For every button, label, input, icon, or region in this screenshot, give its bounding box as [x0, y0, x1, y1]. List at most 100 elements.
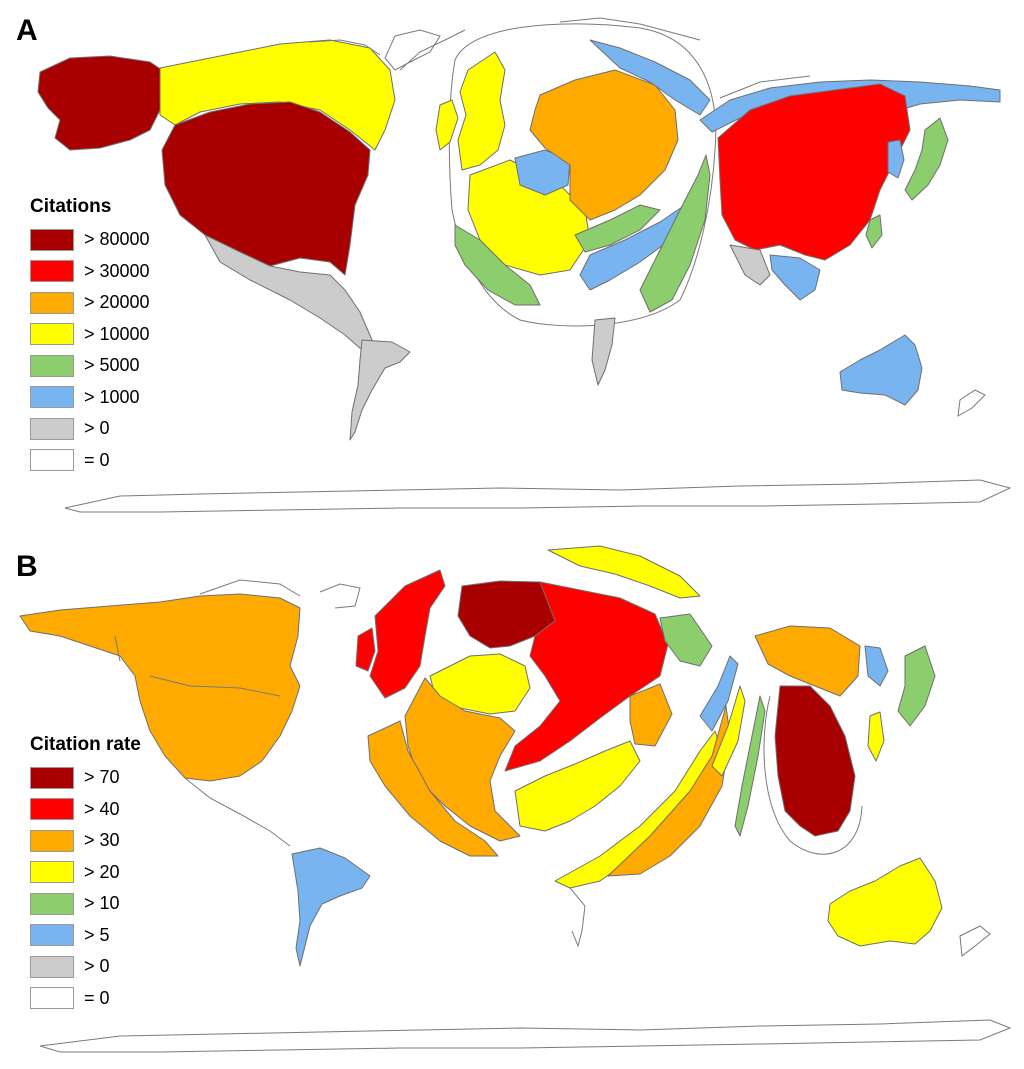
region-ireland: [355, 627, 376, 672]
legend-swatch: [30, 449, 74, 472]
legend-item: > 30: [30, 825, 141, 857]
region-europe-outline: [448, 23, 717, 327]
region-mexico: [204, 234, 373, 351]
region-usa: [161, 101, 371, 276]
region-taiwan: [867, 711, 885, 762]
legend-label: > 70: [84, 767, 120, 788]
legend-swatch: [30, 829, 74, 852]
region-korea: [897, 645, 936, 727]
region-austria: [629, 683, 673, 747]
legend-item: > 0: [30, 951, 141, 983]
region-switzerland-italy: [514, 740, 641, 832]
legend-swatch: [30, 798, 74, 821]
legend-citation-rate: Citation rate > 70 > 40 > 30 > 20 > 10 >…: [30, 734, 141, 1014]
legend-item: > 1000: [30, 382, 150, 414]
legend-item: = 0: [30, 445, 150, 477]
region-us-canada-border: [114, 635, 281, 697]
region-central-america: [184, 777, 291, 847]
legend-swatch: [30, 228, 74, 251]
panel-letter-a: A: [16, 14, 38, 47]
region-south-america: [291, 847, 371, 967]
region-japan: [904, 117, 949, 201]
legend-swatch: [30, 987, 74, 1010]
legend-item: > 5: [30, 920, 141, 952]
legend-swatch: [30, 924, 74, 947]
region-southeast-asia: [769, 254, 821, 301]
legend-label: > 10000: [84, 323, 150, 344]
legend-label: = 0: [84, 449, 110, 470]
region-antarctica: [39, 1019, 1012, 1053]
region-china-outline: [763, 695, 863, 855]
region-uk: [369, 569, 446, 699]
region-finland: [659, 613, 713, 667]
legend-item: > 10: [30, 888, 141, 920]
region-alaska: [37, 55, 163, 151]
region-germany: [529, 69, 679, 221]
legend-label: > 40: [84, 798, 120, 819]
legend-swatch: [30, 260, 74, 283]
legend-label: > 10: [84, 893, 120, 914]
legend-label: > 5: [84, 924, 110, 945]
region-scandinavia: [547, 545, 701, 599]
region-south-america: [349, 339, 411, 441]
legend-item: > 5000: [30, 350, 150, 382]
region-australia: [827, 857, 943, 947]
region-japan-north: [864, 645, 889, 687]
legend-item: > 10000: [30, 319, 150, 351]
region-arctic-islands: [309, 29, 441, 71]
legend-swatch: [30, 417, 74, 440]
region-north-america: [19, 593, 301, 782]
panel-letter-b: B: [16, 550, 38, 583]
region-australia: [839, 334, 923, 406]
region-russia: [754, 625, 861, 697]
region-ireland: [435, 99, 459, 151]
legend-swatch: [30, 291, 74, 314]
region-africa: [591, 317, 616, 386]
legend-label: > 30000: [84, 260, 150, 281]
panel-a-citations-map: A Citations > 80000 > 30000 > 20000 > 10…: [0, 0, 1024, 528]
region-china: [774, 685, 856, 837]
legend-citations: Citations > 80000 > 30000 > 20000 > 1000…: [30, 196, 150, 476]
region-middle-east: [699, 655, 739, 732]
region-spain: [367, 720, 499, 857]
legend-item: > 20000: [30, 287, 150, 319]
region-germany: [504, 581, 669, 772]
region-canada: [159, 39, 396, 151]
legend-label: > 5000: [84, 355, 140, 376]
legend-label: > 0: [84, 418, 110, 439]
region-new-zealand: [957, 389, 986, 417]
legend-label: > 30: [84, 830, 120, 851]
region-benelux: [514, 149, 571, 196]
legend-label: > 20: [84, 861, 120, 882]
legend-label: > 20000: [84, 292, 150, 313]
legend-swatch: [30, 386, 74, 409]
region-korea: [887, 139, 905, 179]
region-scandinavia: [589, 39, 711, 116]
legend-item: > 40: [30, 794, 141, 826]
legend-item: > 70: [30, 762, 141, 794]
region-iran: [711, 685, 746, 777]
region-iberia: [454, 224, 541, 306]
region-india: [729, 244, 771, 286]
legend-item: > 0: [30, 413, 150, 445]
region-arctic-islands: [199, 579, 361, 609]
legend-swatch: [30, 354, 74, 377]
legend-label: > 1000: [84, 386, 140, 407]
cartogram-map-b: [19, 545, 1012, 1053]
region-africa: [569, 887, 586, 948]
legend-swatch: [30, 861, 74, 884]
legend-item: = 0: [30, 983, 141, 1015]
region-italy: [574, 204, 661, 253]
region-taiwan: [865, 214, 883, 249]
region-caucasus: [734, 695, 766, 837]
panel-b-citation-rate-map: B Citation rate > 70 > 40 > 30 > 20 > 10…: [0, 536, 1024, 1069]
legend-item: > 30000: [30, 256, 150, 288]
region-antarctica: [64, 479, 1012, 513]
region-new-zealand: [959, 925, 991, 957]
region-north-pole-lines: [399, 17, 811, 99]
legend-item: > 20: [30, 857, 141, 889]
legend-label: = 0: [84, 987, 110, 1008]
region-uk: [457, 51, 506, 171]
legend-title: Citations: [30, 196, 112, 217]
legend-swatch: [30, 766, 74, 789]
